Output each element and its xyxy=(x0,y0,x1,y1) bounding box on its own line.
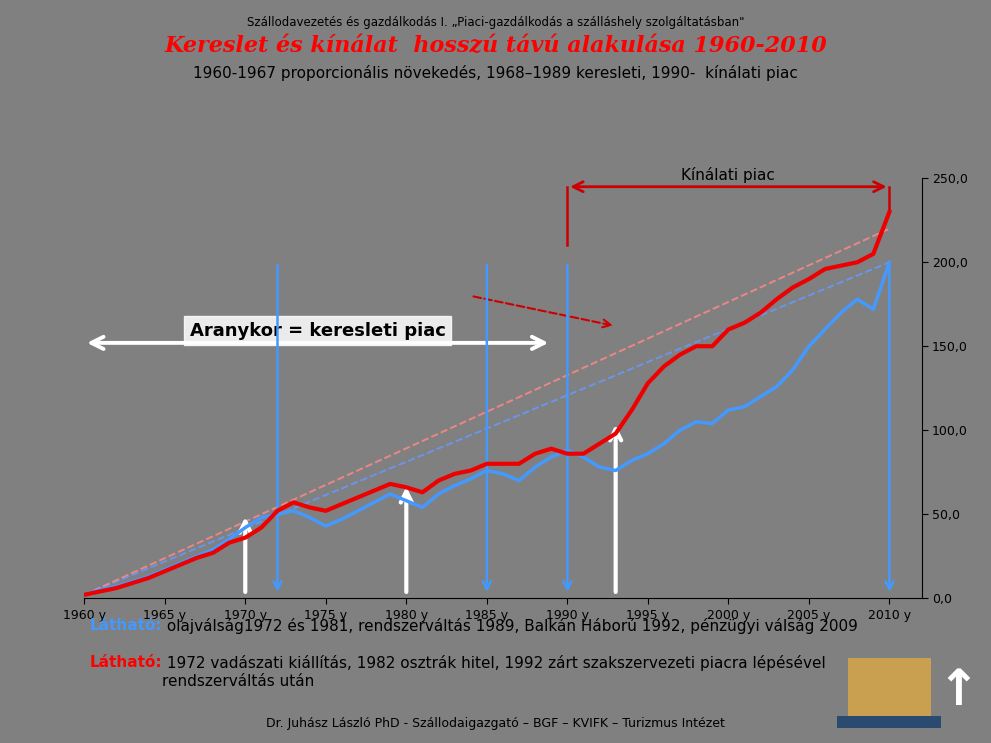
Bar xyxy=(847,658,932,728)
Text: 1972 vadászati kiállítás, 1982 osztrák hitel, 1992 zárt szakszervezeti piacra lé: 1972 vadászati kiállítás, 1982 osztrák h… xyxy=(162,655,826,689)
Text: Látható:: Látható: xyxy=(89,618,162,633)
Text: ↑: ↑ xyxy=(937,667,979,715)
Text: Látható:: Látható: xyxy=(89,655,162,670)
Text: Aranykor = keresleti piac: Aranykor = keresleti piac xyxy=(190,322,446,340)
Text: olajválság1972 és 1981, rendszerváltás 1989, Balkán Háború 1992, pénzügyi válság: olajválság1972 és 1981, rendszerváltás 1… xyxy=(162,618,857,635)
Text: Kínálati piac: Kínálati piac xyxy=(682,167,775,184)
Text: Szállodavezetés és gazdálkodás I. „Piaci-gazdálkodás a szálláshely szolgáltatásb: Szállodavezetés és gazdálkodás I. „Piaci… xyxy=(247,16,744,29)
Bar xyxy=(837,716,941,728)
Text: 1960-1967 proporcionális növekedés, 1968–1989 keresleti, 1990-  kínálati piac: 1960-1967 proporcionális növekedés, 1968… xyxy=(193,65,798,82)
Text: Kereslet és kínálat  hosszú távú alakulása 1960-2010: Kereslet és kínálat hosszú távú alakulás… xyxy=(165,35,826,57)
Text: Dr. Juhász László PhD - Szállodaigazgató – BGF – KVIFK – Turizmus Intézet: Dr. Juhász László PhD - Szállodaigazgató… xyxy=(266,717,725,730)
